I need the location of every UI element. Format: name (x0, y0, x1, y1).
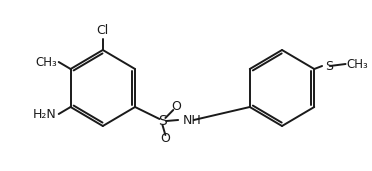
Text: NH: NH (183, 115, 202, 128)
Text: O: O (171, 101, 181, 114)
Text: O: O (160, 133, 170, 146)
Text: S: S (158, 114, 167, 128)
Text: Cl: Cl (97, 24, 109, 37)
Text: H₂N: H₂N (33, 108, 57, 121)
Text: CH₃: CH₃ (35, 56, 57, 69)
Text: CH₃: CH₃ (347, 57, 368, 70)
Text: S: S (325, 60, 333, 73)
